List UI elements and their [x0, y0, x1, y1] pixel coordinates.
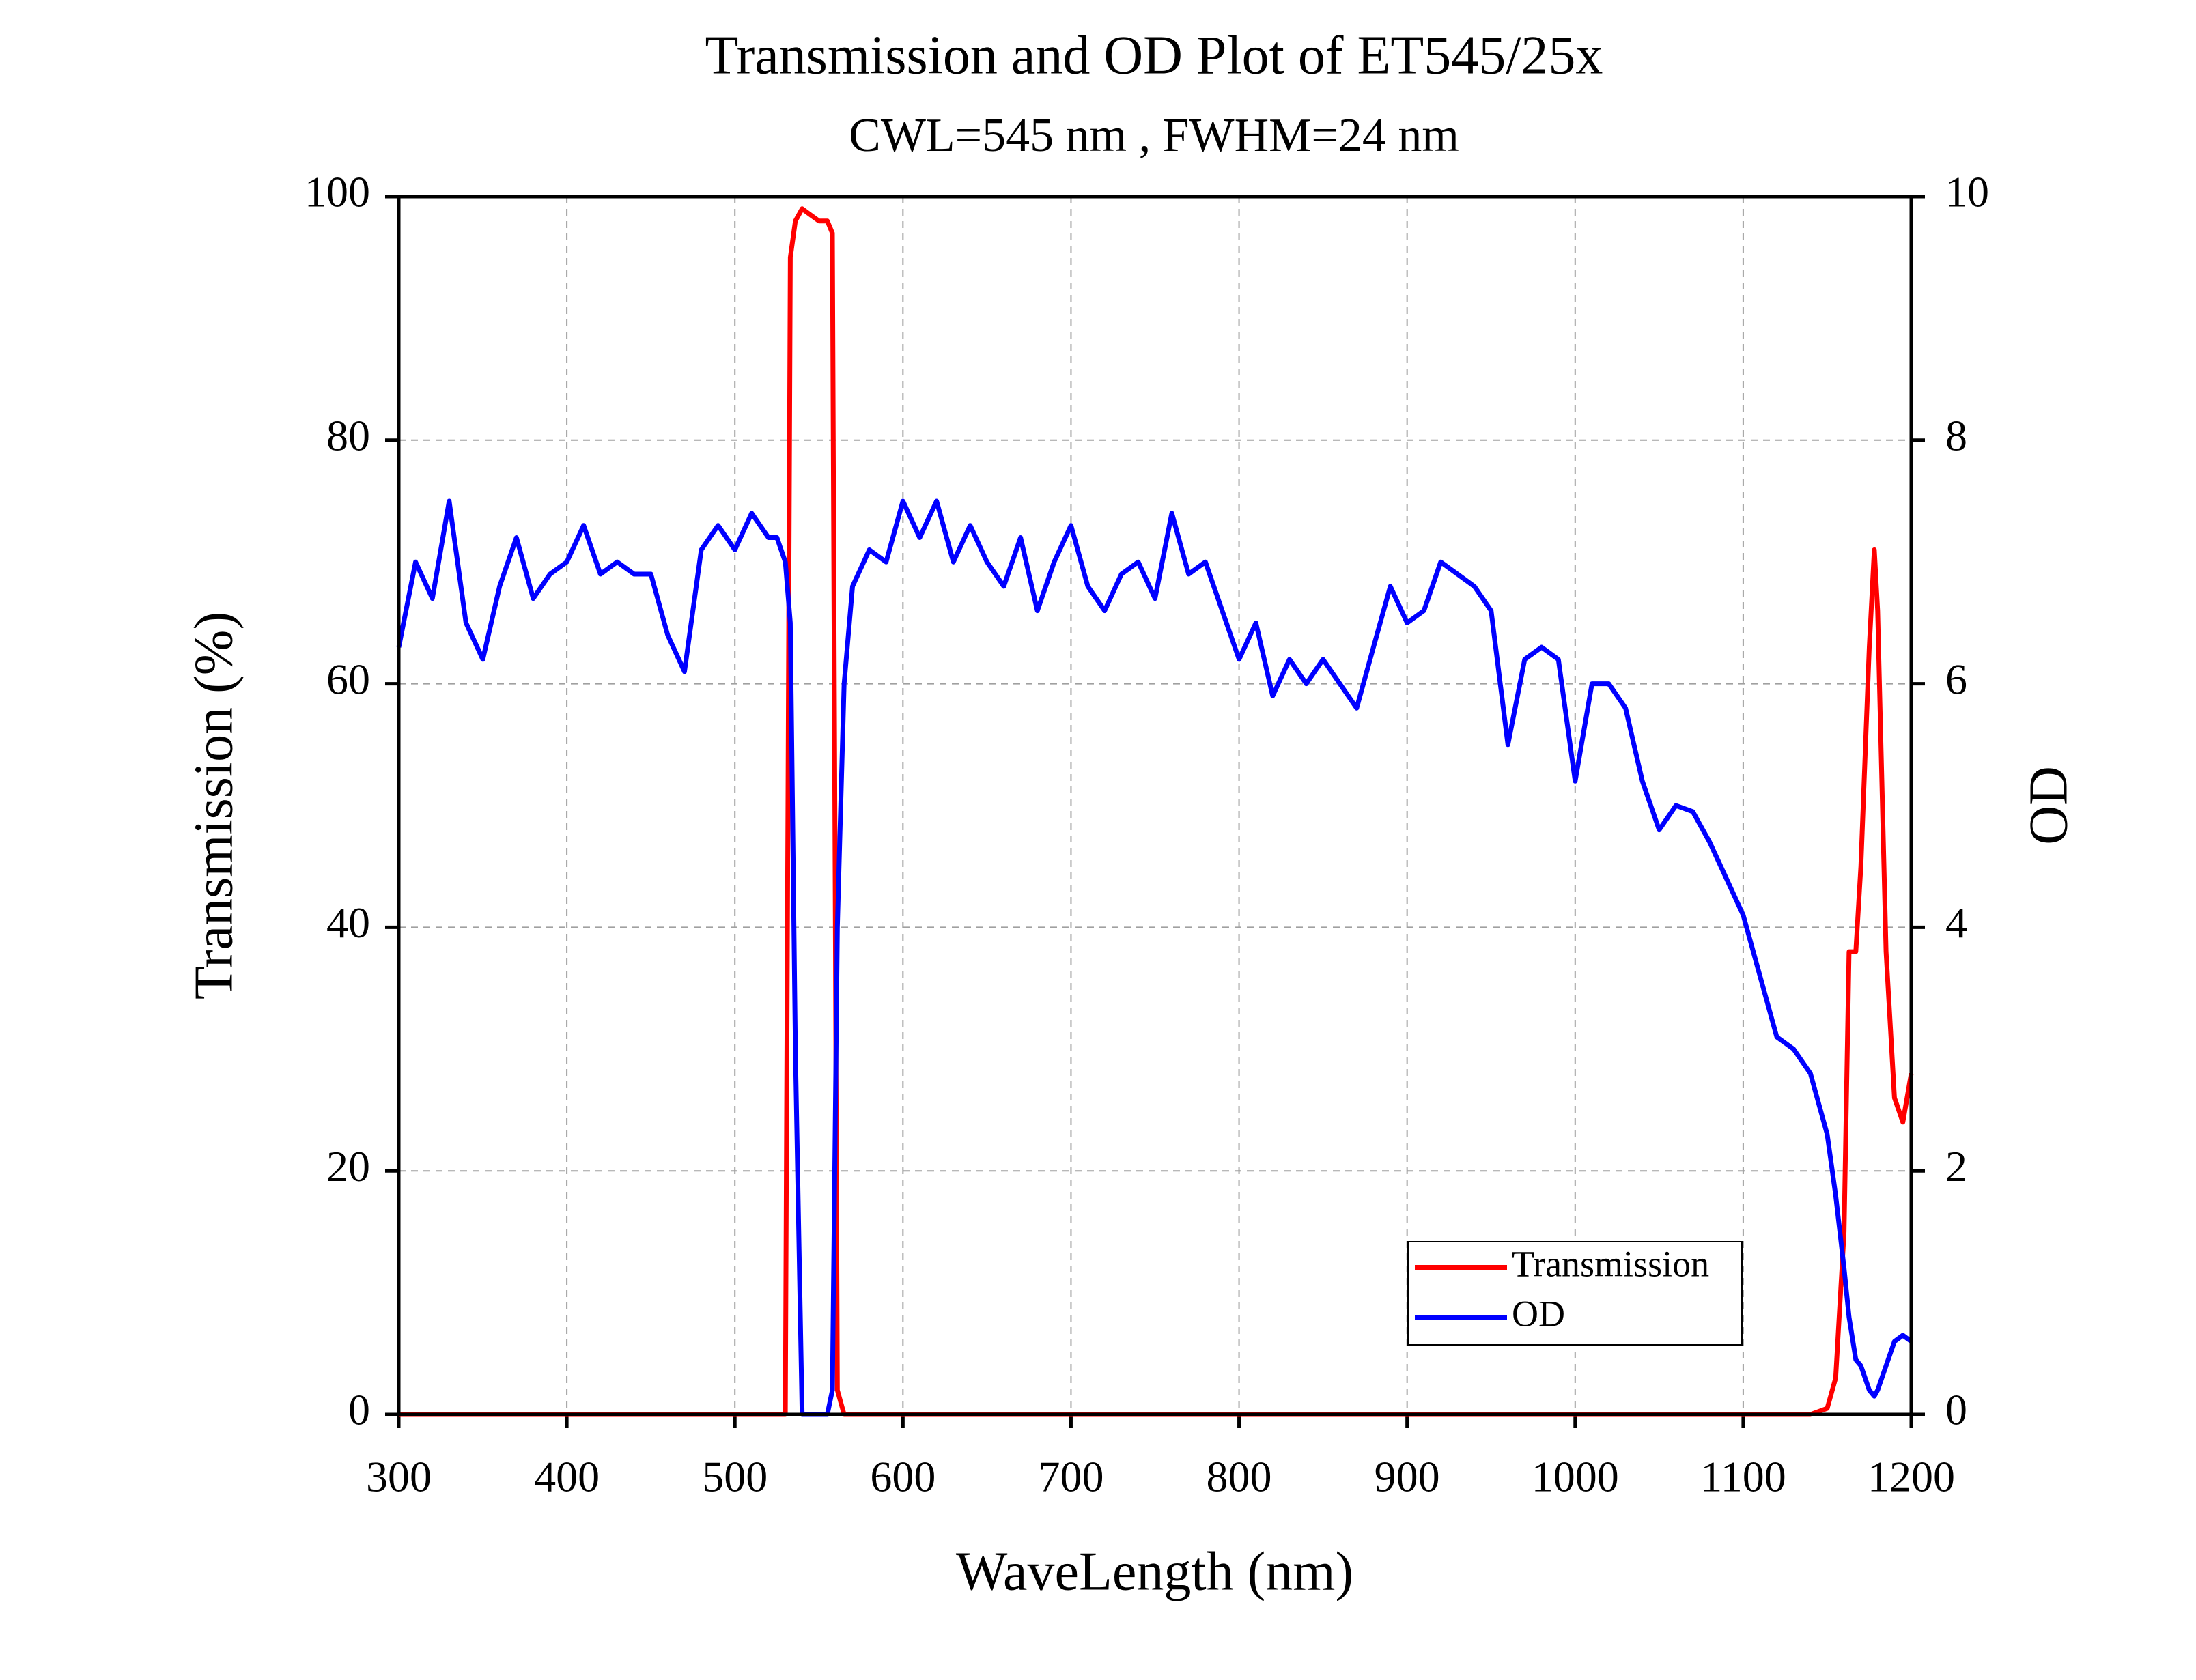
y-tick-label: 0 — [348, 1386, 370, 1434]
legend-box — [1407, 1241, 1743, 1346]
y-tick-label: 100 — [305, 168, 370, 216]
y-tick-label: 60 — [326, 655, 370, 703]
x-tick-label: 600 — [870, 1453, 935, 1501]
x-tick-label: 1000 — [1532, 1453, 1619, 1501]
legend-label: OD — [1512, 1293, 1565, 1334]
x-tick-label: 1200 — [1868, 1453, 1955, 1501]
y-tick-label: 40 — [326, 898, 370, 947]
legend: Transmission OD — [1407, 1241, 1743, 1346]
y2-tick-label: 4 — [1945, 898, 1967, 947]
chart-subtitle: CWL=545 nm , FWHM=24 nm — [849, 109, 1459, 162]
x-tick-label: 800 — [1207, 1453, 1272, 1501]
y2-tick-label: 2 — [1945, 1142, 1967, 1191]
legend-label: Transmission — [1512, 1243, 1709, 1284]
chart-title: Transmission and OD Plot of ET545/25x — [705, 25, 1603, 85]
x-tick-label: 900 — [1375, 1453, 1440, 1501]
x-tick-label: 400 — [534, 1453, 600, 1501]
series-line — [399, 206, 1914, 1417]
x-tick-label: 700 — [1038, 1453, 1103, 1501]
y2-axis-title: OD — [2018, 766, 2079, 845]
x-tick-label: 500 — [702, 1453, 768, 1501]
plot-frame — [397, 195, 1913, 1416]
x-tick-label: 1100 — [1700, 1453, 1786, 1501]
series-line — [396, 498, 1913, 1417]
y2-tick-label: 10 — [1945, 168, 1989, 216]
x-tick-label: 300 — [366, 1453, 432, 1501]
y2-tick-label: 0 — [1945, 1386, 1967, 1434]
x-axis-title: WaveLength (nm) — [956, 1541, 1353, 1601]
y2-tick-label: 8 — [1945, 411, 1967, 459]
y-tick-label: 80 — [326, 411, 370, 459]
y-tick-label: 20 — [326, 1142, 370, 1191]
y2-tick-label: 6 — [1945, 655, 1967, 703]
y-axis-title: Transmission (%) — [184, 612, 244, 999]
